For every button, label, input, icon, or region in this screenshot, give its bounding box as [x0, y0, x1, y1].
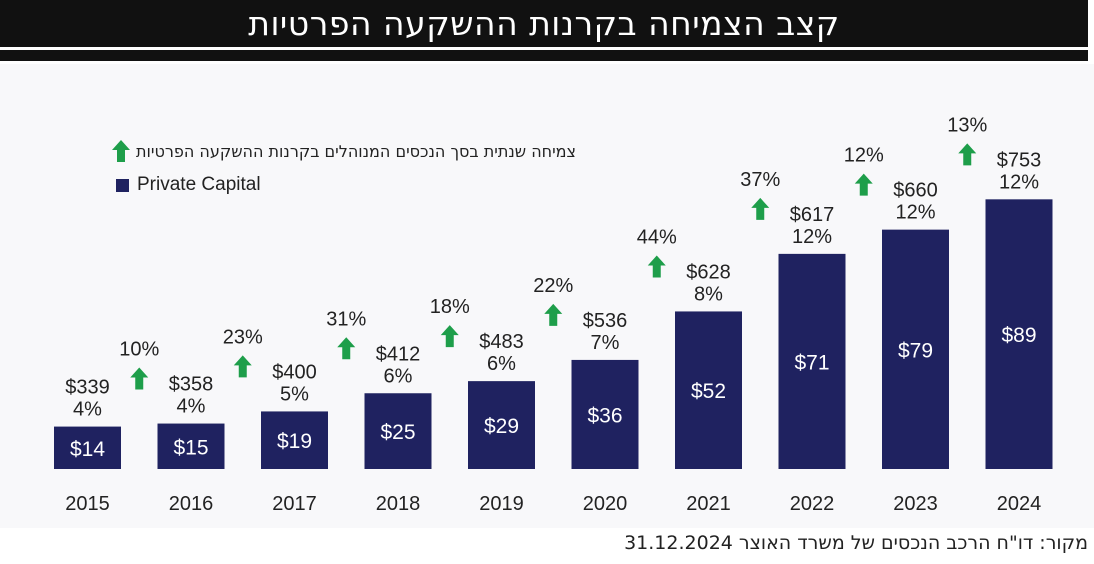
top-percent-label: 6% [487, 353, 516, 375]
growth-arrow-icon [440, 325, 459, 348]
bar-value-label: $71 [794, 351, 829, 374]
top-percent-label: 4% [73, 399, 102, 421]
bar-value-label: $19 [277, 430, 312, 453]
bar-value-label: $14 [70, 438, 105, 461]
legend: צמיחה שנתית בסך הנכסים המנוהלים בקרנות ה… [112, 134, 576, 202]
bar-2022 [778, 253, 846, 469]
bar-value-label: $52 [691, 380, 726, 403]
growth-arrow-icon [130, 367, 149, 390]
bar-2024 [985, 199, 1053, 469]
top-value-label: $536 [583, 310, 628, 332]
top-value-label: $753 [997, 149, 1042, 171]
bar-value-label: $15 [173, 436, 208, 459]
growth-label: 18% [430, 296, 470, 318]
top-percent-label: 8% [694, 283, 723, 305]
growth-label: 23% [223, 326, 263, 348]
bar-value-label: $29 [484, 415, 519, 438]
top-value-label: $339 [65, 377, 110, 399]
bar-2017 [261, 411, 328, 469]
up-arrow-icon [112, 140, 130, 162]
top-value-label: $660 [893, 180, 938, 202]
bar-2023 [882, 229, 949, 469]
growth-label: 13% [947, 114, 987, 136]
page-title: קצב הצמיחה בקרנות ההשקעה הפרטיות [248, 4, 840, 43]
growth-arrow-icon [233, 355, 252, 378]
bar-2021 [675, 311, 742, 469]
top-value-label: $400 [272, 361, 317, 383]
bar-value-label: $36 [587, 404, 622, 427]
bar-value-label: $89 [1001, 324, 1036, 347]
growth-label: 37% [740, 169, 780, 191]
top-percent-label: 6% [384, 365, 413, 387]
growth-label: 31% [326, 308, 366, 330]
x-tick-label: 2021 [686, 493, 731, 515]
growth-label: 22% [533, 275, 573, 297]
legend-growth: צמיחה שנתית בסך הנכסים המנוהלים בקרנות ה… [112, 134, 576, 168]
x-tick-label: 2020 [583, 493, 628, 515]
x-tick-label: 2024 [997, 493, 1042, 515]
bar-chart: $14$3394%2015$15$3584%2016$19$4005%2017$… [54, 114, 1053, 515]
legend-growth-label: צמיחה שנתית בסך הנכסים המנוהלים בקרנות ה… [136, 141, 577, 161]
title-bar: קצב הצמיחה בקרנות ההשקעה הפרטיות [0, 0, 1088, 47]
top-percent-label: 12% [999, 171, 1039, 193]
top-percent-label: 7% [591, 332, 620, 354]
top-value-label: $412 [376, 343, 421, 365]
x-tick-label: 2019 [479, 493, 524, 515]
title-underline [0, 50, 1088, 61]
growth-arrow-icon [647, 255, 666, 278]
growth-label: 44% [637, 226, 677, 248]
growth-arrow-icon [337, 337, 356, 360]
bar-value-label: $25 [380, 421, 415, 444]
top-value-label: $628 [686, 261, 731, 283]
legend-bar-label: Private Capital [137, 174, 261, 195]
top-value-label: $617 [790, 204, 835, 226]
top-percent-label: 4% [177, 396, 206, 418]
growth-arrow-icon [544, 303, 563, 326]
bar-2020 [571, 359, 639, 469]
x-tick-label: 2015 [65, 493, 110, 515]
x-tick-label: 2017 [272, 493, 317, 515]
legend-swatch [116, 178, 129, 192]
growth-arrow-icon [958, 143, 977, 166]
growth-arrow-icon [854, 173, 873, 196]
bar-2018 [364, 393, 432, 469]
top-value-label: $483 [479, 331, 524, 353]
growth-label: 10% [119, 339, 159, 361]
bar-2019 [468, 381, 535, 469]
growth-arrow-icon [751, 197, 770, 220]
legend-bar: Private Capital [112, 168, 576, 202]
source-note: מקור: דו"ח הרכב הנכסים של משרד האוצר 31.… [624, 532, 1088, 554]
x-tick-label: 2023 [893, 493, 938, 515]
bar-value-label: $79 [898, 339, 933, 362]
top-percent-label: 12% [895, 202, 935, 224]
growth-label: 12% [844, 145, 884, 167]
bar-2016 [157, 423, 225, 469]
x-tick-label: 2016 [169, 493, 214, 515]
top-value-label: $358 [169, 374, 214, 396]
top-percent-label: 12% [792, 226, 832, 248]
bar-2015 [54, 426, 121, 469]
x-tick-label: 2018 [376, 493, 421, 515]
x-tick-label: 2022 [790, 493, 835, 515]
top-percent-label: 5% [280, 383, 309, 405]
